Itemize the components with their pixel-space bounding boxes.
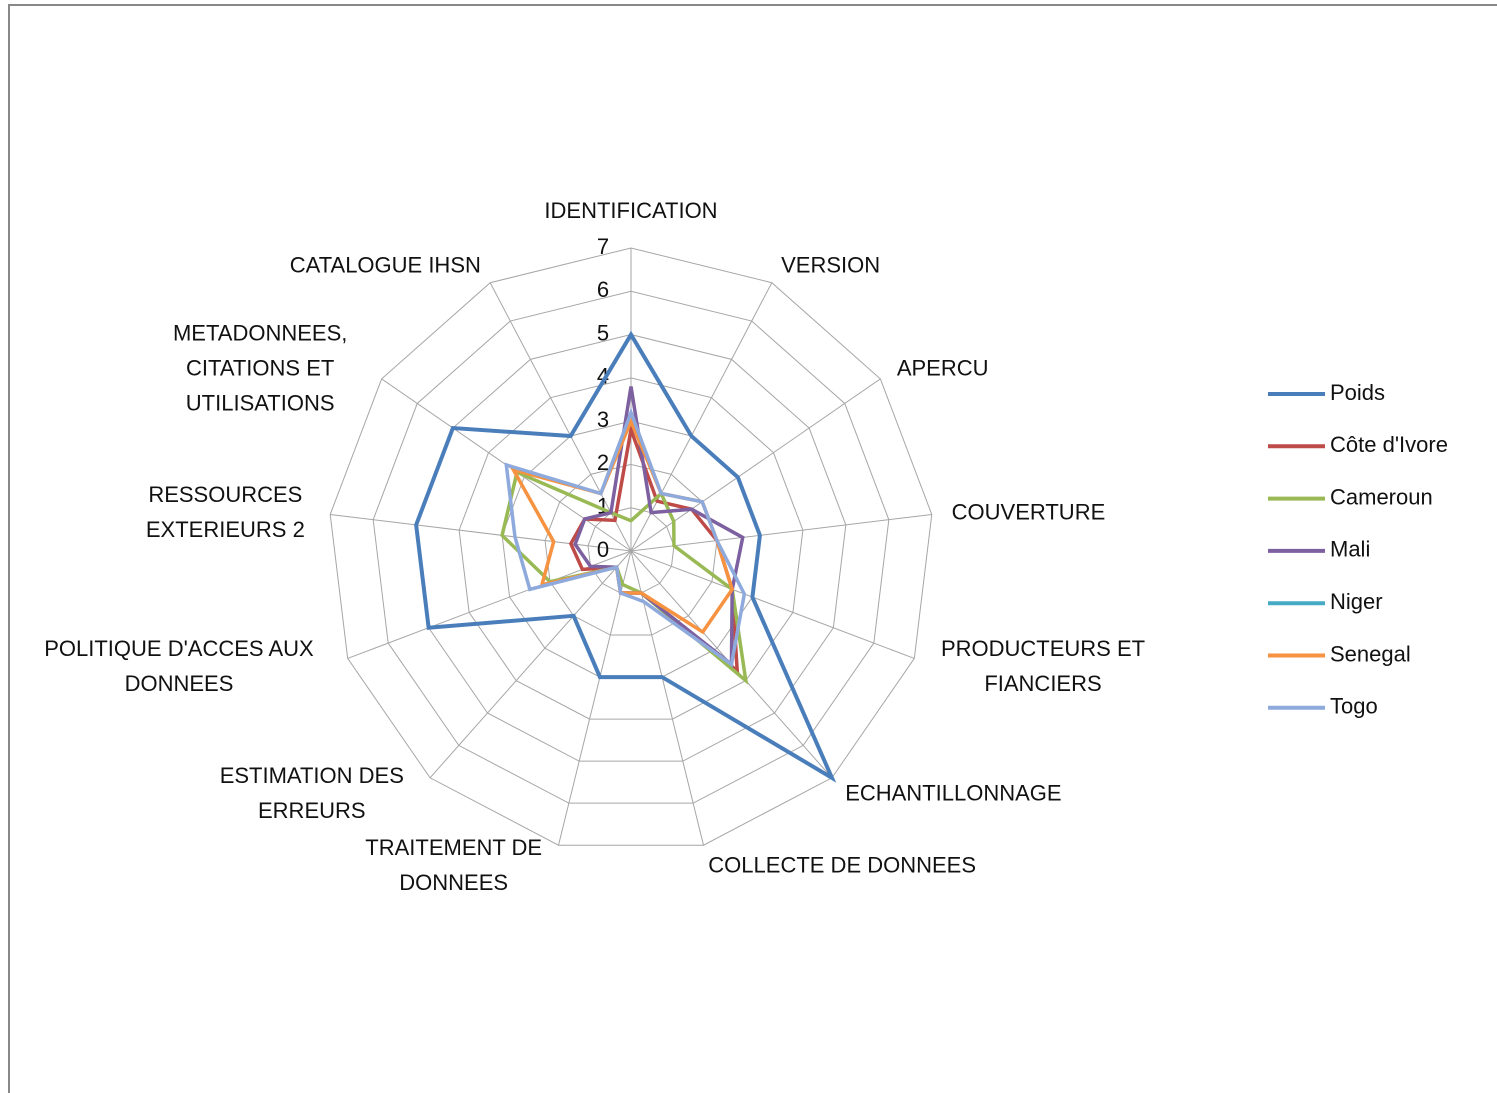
r-tick-label: 3 <box>597 407 609 432</box>
legend-label: Senegal <box>1330 641 1411 666</box>
grid-ring <box>458 377 804 720</box>
category-label: COLLECTE DE DONNEES <box>708 852 977 878</box>
grid-ring <box>329 247 933 846</box>
axis-spoke <box>489 282 632 552</box>
legend-label: Togo <box>1330 694 1378 719</box>
legend-label: Poids <box>1330 380 1385 405</box>
legend-label: Mali <box>1330 537 1370 562</box>
r-tick-label: 6 <box>597 277 609 302</box>
category-label: APERCU <box>896 355 989 380</box>
axis-spoke <box>558 550 632 846</box>
series-line <box>504 407 747 668</box>
category-label: ECHANTILLONNAGE <box>845 780 1062 806</box>
r-tick-label: 7 <box>597 234 609 259</box>
axis-spoke <box>630 282 773 552</box>
category-label: RESSOURCES EXTERIEURS 2 <box>145 482 305 543</box>
category-label: VERSION <box>781 252 881 278</box>
category-label: PRODUCTEURS ET FIANCIERS <box>940 635 1146 696</box>
r-tick-label: 4 <box>597 364 609 389</box>
axis-spoke <box>630 513 932 552</box>
category-label: IDENTIFICATION <box>544 198 718 223</box>
axis-spoke <box>330 513 632 552</box>
category-label: COUVERTURE <box>951 499 1106 525</box>
series-line <box>500 469 749 685</box>
axis-spoke <box>429 550 632 779</box>
category-label: POLITIQUE D'ACCES AUX DONNEES <box>44 635 314 696</box>
category-label: METADONNEES, CITATIONS ET UTILISATIONS <box>172 320 348 415</box>
axis-spoke <box>630 550 915 659</box>
legend-label: Côte d'Ivore <box>1330 432 1448 457</box>
r-tick-label: 0 <box>597 537 609 562</box>
series-line <box>568 423 740 675</box>
series-line <box>414 330 837 783</box>
chart-frame <box>8 4 1497 1093</box>
legend-label: Cameroun <box>1330 484 1433 509</box>
category-label: ESTIMATION DES ERREURS <box>219 762 404 823</box>
category-label: CATALOGUE IHSN <box>289 252 481 278</box>
r-tick-label: 5 <box>597 320 609 345</box>
grid-ring <box>372 290 890 804</box>
r-tick-label: 2 <box>597 450 609 475</box>
legend-label: Niger <box>1330 589 1383 614</box>
category-label: TRAITEMENT DE DONNEES <box>365 834 543 895</box>
